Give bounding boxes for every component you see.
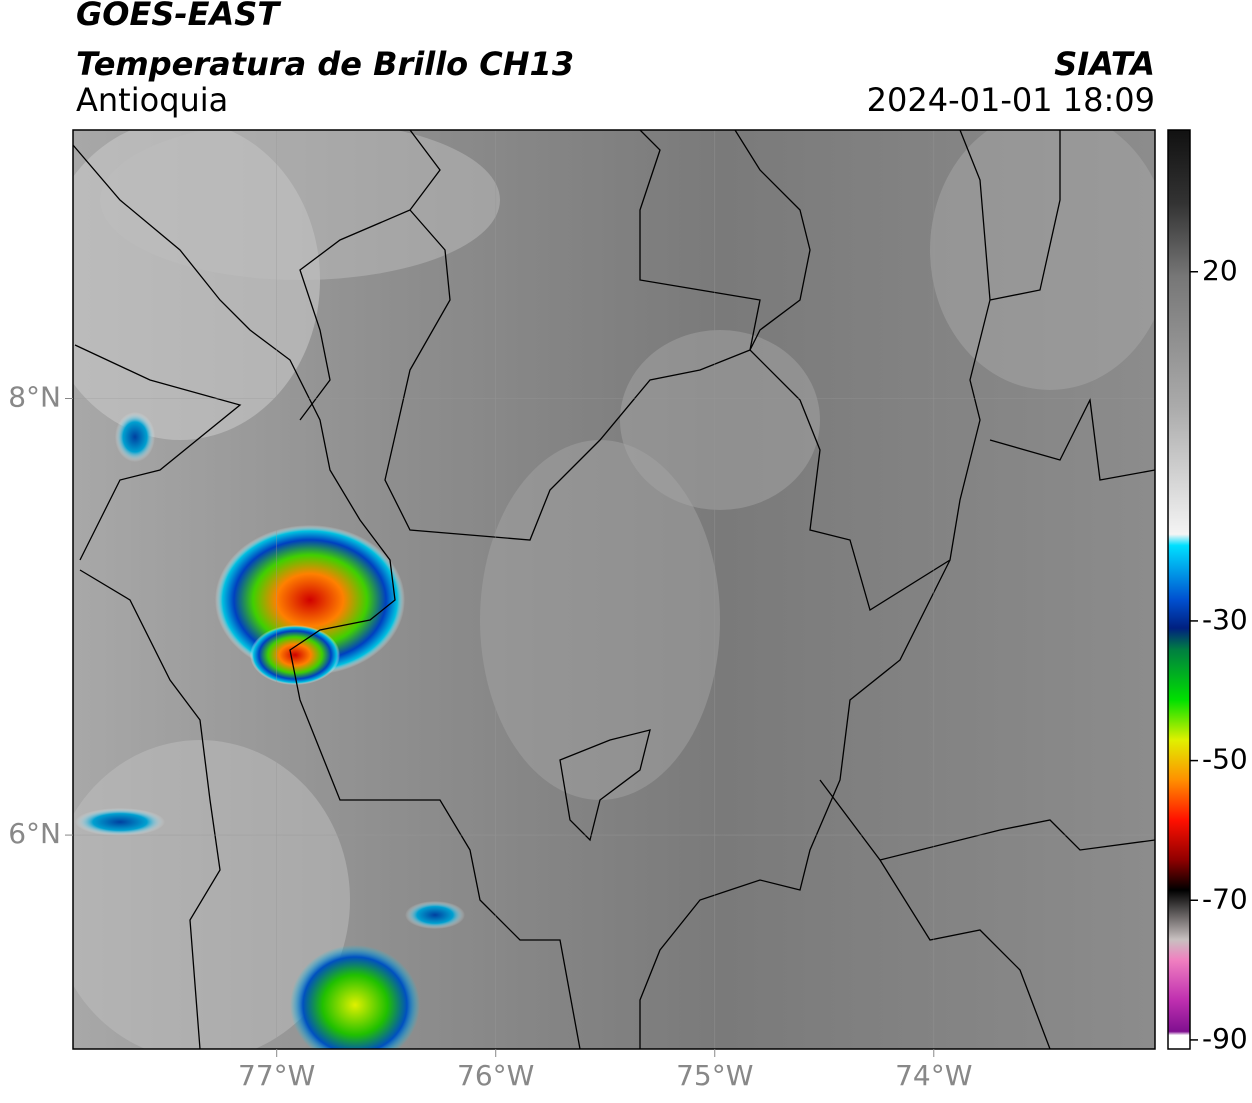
colorbar-tick-label: 20 bbox=[1202, 254, 1238, 287]
storm bbox=[115, 412, 155, 462]
cloud bbox=[100, 130, 500, 280]
region: Antioquia bbox=[76, 81, 228, 119]
cloud bbox=[930, 130, 1155, 390]
y-tick-label: 6°N bbox=[8, 817, 61, 850]
map-frame bbox=[72, 129, 1156, 1050]
colorbar-tick-label: -90 bbox=[1202, 1022, 1248, 1055]
colorbar bbox=[1167, 129, 1191, 1050]
map-imagery bbox=[73, 130, 1155, 1049]
cloud bbox=[620, 330, 820, 510]
x-tick-label: 74°W bbox=[895, 1059, 972, 1092]
colorbar-tick-label: -50 bbox=[1202, 743, 1248, 776]
x-tick-label: 77°W bbox=[238, 1059, 315, 1092]
x-tick-label: 75°W bbox=[676, 1059, 753, 1092]
colorbar-tick-label: -70 bbox=[1202, 882, 1248, 915]
graticule bbox=[73, 130, 1155, 1049]
storm bbox=[250, 625, 340, 685]
datetime: 2024-01-01 18:09 bbox=[867, 81, 1155, 119]
storm bbox=[405, 901, 465, 929]
cloud bbox=[480, 440, 720, 800]
storm bbox=[75, 808, 165, 836]
x-tick-label: 76°W bbox=[457, 1059, 534, 1092]
title: GOES-EAST bbox=[76, 0, 281, 33]
storm bbox=[290, 945, 420, 1049]
source: SIATA bbox=[1054, 45, 1155, 83]
colorbar-tick-label: -30 bbox=[1202, 603, 1248, 636]
borders bbox=[73, 130, 1155, 1049]
subtitle: Temperatura de Brillo CH13 bbox=[76, 45, 574, 83]
y-tick-label: 8°N bbox=[8, 380, 61, 413]
